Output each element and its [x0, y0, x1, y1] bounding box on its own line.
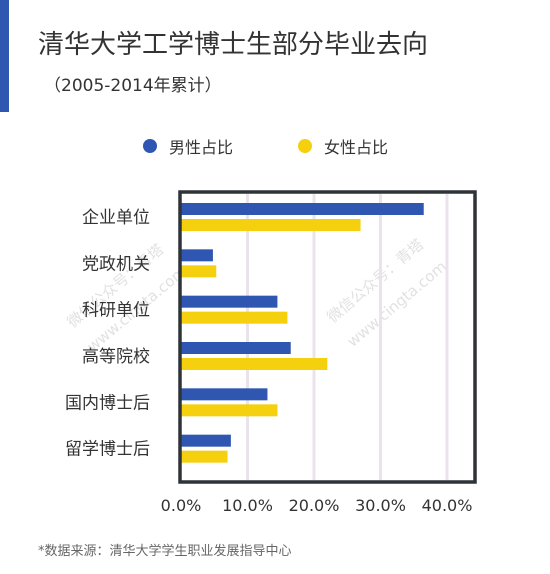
bar-female: [181, 219, 361, 231]
category-label: 国内博士后: [65, 393, 150, 413]
legend-male: 男性占比: [143, 134, 233, 158]
chart-title: 清华大学工学博士生部分毕业去向: [38, 30, 429, 60]
legend-female: 女性占比: [298, 134, 388, 158]
legend-female-swatch: [298, 139, 312, 153]
category-label: 留学博士后: [65, 440, 150, 460]
x-tick-label: 40.0%: [422, 496, 473, 515]
source-note: *数据来源：清华大学学生职业发展指导中心: [38, 544, 292, 559]
bar-female: [181, 404, 278, 417]
category-label: 企业单位: [82, 208, 150, 228]
accent-bar: [0, 0, 9, 112]
x-tick-label: 30.0%: [355, 496, 406, 515]
category-label: 高等院校: [82, 347, 150, 367]
bar-male: [181, 295, 278, 308]
bar-female: [181, 311, 288, 324]
x-tick-label: 0.0%: [161, 496, 202, 515]
chart-subtitle: （2005-2014年累计）: [44, 76, 222, 96]
category-label: 科研单位: [82, 301, 150, 321]
bar-male: [181, 434, 231, 447]
x-tick-label: 10.0%: [222, 496, 273, 515]
bar-male: [181, 388, 268, 401]
bar-female: [181, 265, 217, 278]
bar-female: [181, 358, 328, 370]
legend-male-swatch: [143, 139, 157, 153]
bar-male: [181, 249, 213, 262]
category-label: 党政机关: [82, 254, 150, 274]
legend-male-label: 男性占比: [169, 138, 234, 157]
x-tick-label: 20.0%: [289, 496, 340, 515]
legend-female-label: 女性占比: [324, 138, 389, 157]
bar-male: [181, 203, 424, 215]
plot-frame: [178, 190, 477, 484]
bar-female: [181, 450, 228, 463]
bar-male: [181, 342, 291, 354]
